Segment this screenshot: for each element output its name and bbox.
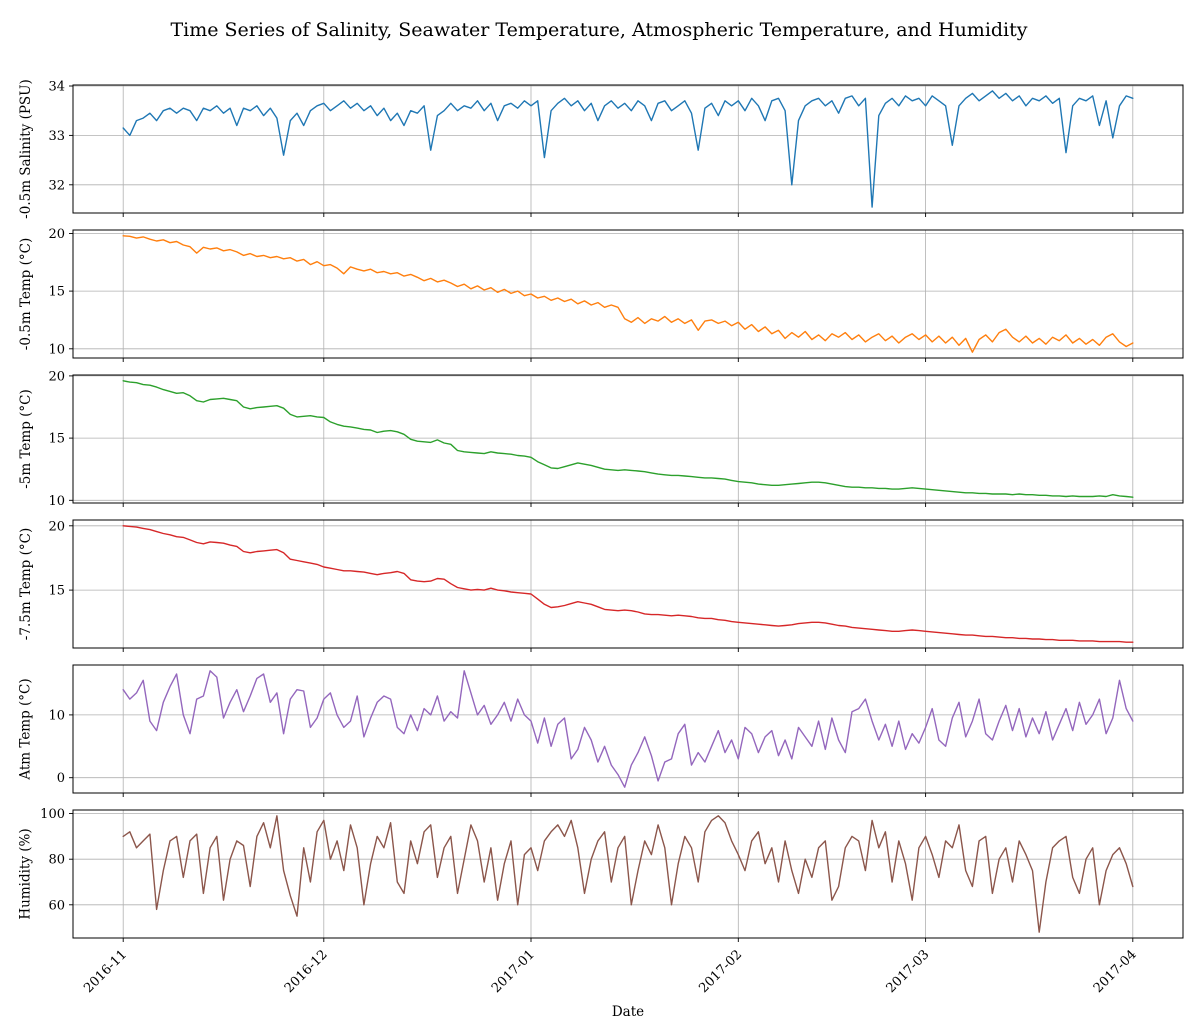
y-tick-label: 33 (48, 129, 65, 144)
series-line-temp-7-5m (122, 525, 1134, 643)
x-tick-label: 2016-12 (282, 947, 331, 996)
y-tick-label: 20 (48, 519, 65, 534)
ylabel-atm-temp-text: Atm Temp (°C) (18, 678, 35, 780)
series-line-temp-5m (122, 380, 1134, 498)
x-tick-label: 2017-03 (884, 947, 933, 996)
y-tick-label: 15 (48, 432, 65, 447)
x-tick-label: 2016-11 (81, 947, 130, 996)
y-tick-label: 10 (48, 494, 65, 509)
ylabel-humidity-text: Humidity (%) (18, 828, 35, 920)
x-axis-label: Date (611, 1004, 645, 1020)
y-tick-label: 15 (48, 584, 65, 599)
series-line-humidity (122, 815, 1134, 933)
subplot-salinity-0-5m: 32 33 34 (48, 80, 1184, 217)
axes-frame (72, 84, 1184, 214)
subplot-atm-temp: 0 10 (48, 664, 1184, 797)
ylabel-temp-7-5m-text: -7.5m Temp (°C) (18, 527, 35, 641)
y-tick-label: 15 (48, 285, 65, 300)
y-tick-label: 60 (48, 898, 65, 913)
subplot-humidity: 60 80 100 (40, 807, 1184, 942)
axes-frame (72, 664, 1184, 794)
y-tick-label: 10 (48, 342, 65, 357)
x-tick-label: 2017-01 (489, 947, 538, 996)
y-tick-label: 100 (40, 807, 65, 822)
ylabel-salinity-text: -0.5m Salinity (PSU) (18, 79, 34, 219)
y-tick-label: 80 (48, 853, 65, 868)
x-tick-label: 2017-04 (1091, 947, 1140, 996)
subplot-temp-5m: 10 15 20 (48, 369, 1184, 509)
axes-frame (72, 229, 1184, 359)
ylabel-temp-0-5m-text: -0.5m Temp (°C) (18, 237, 35, 351)
series-line-atm-temp (122, 670, 1134, 788)
y-tick-label: 10 (48, 708, 65, 723)
ylabel-temp-5m-text: -5m Temp (°C) (18, 389, 35, 489)
y-tick-label: 34 (48, 80, 65, 95)
axes-frame (72, 519, 1184, 649)
axes-frame (72, 809, 1184, 939)
y-tick-label: 0 (57, 771, 65, 786)
chart-title: Time Series of Salinity, Seawater Temper… (170, 19, 1028, 41)
y-tick-label: 20 (48, 369, 65, 384)
series-line-temp-0-5m (122, 235, 1134, 353)
series-line-salinity-0-5m (122, 90, 1134, 208)
x-tick-label: 2017-02 (696, 947, 745, 996)
y-tick-label: 32 (48, 178, 65, 193)
subplot-temp-0-5m: 10 15 20 (48, 227, 1184, 362)
axes-frame (72, 374, 1184, 504)
y-tick-label: 20 (48, 227, 65, 242)
